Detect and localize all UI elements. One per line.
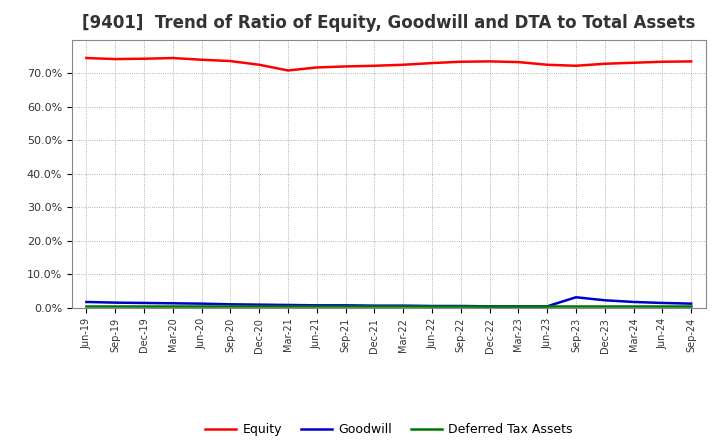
Deferred Tax Assets: [485, 303, 494, 308]
Goodwill: [168, 301, 177, 306]
Deferred Tax Assets: [456, 303, 465, 308]
Deferred Tax Assets: [312, 303, 321, 308]
Title: [9401]  Trend of Ratio of Equity, Goodwill and DTA to Total Assets: [9401] Trend of Ratio of Equity, Goodwil…: [82, 15, 696, 33]
Equity: [485, 59, 494, 64]
Deferred Tax Assets: [428, 303, 436, 308]
Equity: [111, 56, 120, 62]
Equity: [456, 59, 465, 64]
Deferred Tax Assets: [197, 303, 206, 308]
Equity: [543, 62, 552, 67]
Equity: [312, 65, 321, 70]
Goodwill: [370, 303, 379, 308]
Goodwill: [82, 299, 91, 304]
Deferred Tax Assets: [600, 303, 609, 308]
Goodwill: [629, 299, 638, 304]
Equity: [658, 59, 667, 64]
Goodwill: [255, 302, 264, 307]
Line: Goodwill: Goodwill: [86, 297, 691, 306]
Goodwill: [111, 300, 120, 305]
Goodwill: [514, 304, 523, 309]
Equity: [687, 59, 696, 64]
Equity: [428, 60, 436, 66]
Deferred Tax Assets: [399, 303, 408, 308]
Equity: [197, 57, 206, 62]
Equity: [226, 59, 235, 64]
Deferred Tax Assets: [370, 303, 379, 308]
Equity: [140, 56, 148, 61]
Deferred Tax Assets: [140, 303, 148, 308]
Goodwill: [687, 301, 696, 306]
Deferred Tax Assets: [255, 303, 264, 308]
Goodwill: [341, 303, 350, 308]
Equity: [629, 60, 638, 66]
Equity: [370, 63, 379, 68]
Deferred Tax Assets: [226, 303, 235, 308]
Goodwill: [600, 297, 609, 303]
Goodwill: [428, 303, 436, 308]
Equity: [600, 61, 609, 66]
Deferred Tax Assets: [111, 303, 120, 308]
Equity: [341, 64, 350, 69]
Goodwill: [226, 302, 235, 307]
Deferred Tax Assets: [341, 303, 350, 308]
Goodwill: [399, 303, 408, 308]
Deferred Tax Assets: [629, 303, 638, 308]
Goodwill: [572, 295, 580, 300]
Goodwill: [312, 303, 321, 308]
Goodwill: [140, 301, 148, 306]
Goodwill: [456, 303, 465, 308]
Equity: [572, 63, 580, 68]
Deferred Tax Assets: [658, 303, 667, 308]
Deferred Tax Assets: [572, 303, 580, 308]
Goodwill: [543, 304, 552, 309]
Goodwill: [197, 301, 206, 306]
Equity: [284, 68, 292, 73]
Deferred Tax Assets: [514, 303, 523, 308]
Equity: [82, 55, 91, 61]
Equity: [514, 59, 523, 65]
Goodwill: [485, 304, 494, 309]
Line: Equity: Equity: [86, 58, 691, 70]
Deferred Tax Assets: [543, 303, 552, 308]
Deferred Tax Assets: [82, 303, 91, 308]
Deferred Tax Assets: [168, 303, 177, 308]
Equity: [168, 55, 177, 61]
Deferred Tax Assets: [687, 303, 696, 308]
Goodwill: [284, 302, 292, 308]
Goodwill: [658, 301, 667, 306]
Equity: [255, 62, 264, 67]
Equity: [399, 62, 408, 67]
Deferred Tax Assets: [284, 303, 292, 308]
Legend: Equity, Goodwill, Deferred Tax Assets: Equity, Goodwill, Deferred Tax Assets: [200, 418, 577, 440]
